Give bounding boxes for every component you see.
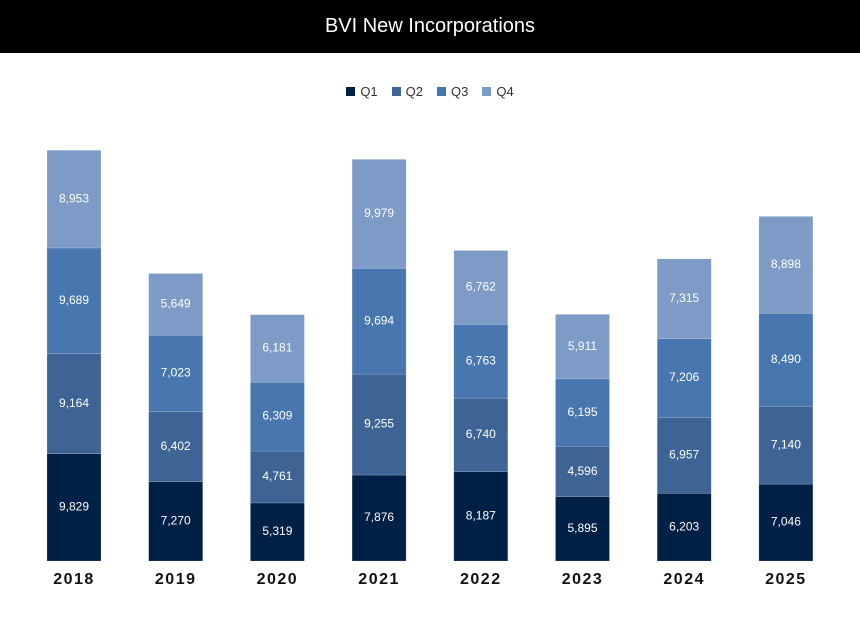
legend: Q1 Q2 Q3 Q4	[0, 84, 860, 99]
data-label: 6,309	[262, 409, 292, 423]
bar-2025-q4	[758, 216, 814, 314]
bar-2022-q3	[453, 323, 509, 399]
legend-swatch	[391, 87, 401, 96]
legend-item-q2: Q2	[391, 84, 423, 99]
bar-2024-q2	[656, 417, 712, 494]
data-label: 6,203	[669, 519, 699, 533]
data-label: 9,164	[59, 396, 89, 410]
data-label: 7,206	[669, 370, 699, 384]
data-label: 7,046	[771, 515, 801, 529]
bar-group-2025: 7,046 7,140 8,490 8,898 2025	[758, 216, 814, 588]
bar-2024-q1	[656, 493, 712, 562]
legend-item-q3: Q3	[437, 84, 468, 99]
bar-2022-q1	[453, 471, 509, 562]
bar-2021-q1	[351, 474, 407, 562]
data-label: 6,763	[466, 353, 496, 367]
bar-2018-q2	[46, 353, 102, 455]
bar-2019-q2	[148, 411, 203, 482]
bar-group-2020: 5,319 4,761 6,309 6,181 2020	[250, 314, 305, 588]
data-label: 7,270	[161, 514, 191, 528]
x-tick-label: 2019	[155, 571, 197, 588]
x-tick-label: 2024	[663, 571, 705, 588]
legend-item-q4: Q4	[482, 84, 514, 99]
x-tick-label: 2023	[562, 571, 604, 588]
bar-2024-q4	[656, 258, 712, 340]
data-label: 9,689	[59, 293, 89, 307]
legend-label: Q4	[496, 84, 514, 99]
data-label: 7,315	[669, 291, 699, 305]
bar-2023-q3	[555, 378, 610, 447]
data-label: 6,740	[466, 427, 496, 441]
chart-title-bar: BVI New Incorporations	[0, 0, 860, 53]
data-label: 5,319	[262, 524, 292, 538]
data-label: 9,255	[364, 417, 394, 431]
bar-2020-q3	[250, 381, 305, 452]
bar-2021-q4	[351, 159, 407, 269]
bar-2019-q3	[148, 334, 203, 413]
data-label: 7,023	[161, 366, 191, 380]
bar-group-2019: 7,270 6,402 7,023 5,649 2019	[148, 273, 203, 588]
chart-title: BVI New Incorporations	[324, 15, 536, 37]
bar-group-2021: 7,876 9,255 9,694 9,979 2021	[351, 159, 407, 588]
bar-2021-q2	[351, 373, 407, 476]
x-tick-label: 2022	[460, 571, 502, 588]
bar-2022-q2	[453, 397, 509, 472]
data-label: 5,911	[568, 339, 597, 353]
data-label: 8,490	[771, 352, 801, 366]
bar-2018-q3	[46, 247, 102, 355]
data-label: 6,181	[262, 341, 292, 355]
bar-2020-q1	[250, 502, 305, 562]
bar-2023-q2	[555, 446, 610, 497]
legend-label: Q1	[360, 84, 378, 99]
bar-group-2018: 9,829 9,164 9,689 8,953 2018	[46, 149, 102, 588]
legend-label: Q2	[405, 84, 423, 99]
data-label: 8,898	[771, 257, 801, 271]
data-label: 9,694	[364, 313, 394, 327]
legend-label: Q3	[451, 84, 469, 99]
legend-swatch	[482, 87, 492, 96]
x-tick-label: 2018	[53, 571, 95, 588]
legend-item-q1: Q1	[346, 84, 378, 99]
data-label: 6,195	[567, 405, 597, 419]
bar-group-2022: 8,187 6,740 6,763 6,762 2022	[453, 250, 509, 588]
data-label: 9,829	[59, 500, 89, 514]
bar-2019-q1	[148, 481, 203, 562]
data-label: 5,649	[161, 296, 191, 310]
data-label: 6,957	[669, 448, 699, 462]
data-label: 5,895	[567, 521, 597, 535]
bar-group-2023: 5,895 4,596 6,195 5,911 2023	[555, 314, 610, 588]
bar-2022-q4	[453, 250, 509, 325]
bar-2020-q4	[250, 314, 305, 383]
x-tick-label: 2021	[358, 571, 400, 588]
bar-2023-q4	[555, 314, 610, 380]
bar-2020-q2	[250, 450, 305, 504]
bar-2018-q1	[46, 453, 102, 562]
data-label: 8,953	[59, 191, 89, 205]
data-label: 8,187	[466, 508, 496, 522]
bar-group-2024: 6,203 6,957 7,206 7,315 2024	[656, 258, 712, 588]
x-tick-label: 2020	[257, 571, 299, 588]
bar-2024-q3	[656, 338, 712, 418]
data-label: 4,761	[262, 469, 292, 483]
bar-2019-q4	[148, 273, 203, 336]
data-label: 7,140	[771, 437, 801, 451]
data-label: 6,762	[466, 280, 496, 294]
data-label: 7,876	[364, 510, 394, 524]
legend-swatch	[437, 87, 446, 96]
x-tick-label: 2025	[765, 571, 807, 588]
bar-2018-q4	[46, 149, 102, 249]
legend-swatch	[346, 87, 356, 96]
bar-2025-q3	[758, 313, 814, 407]
data-label: 6,402	[161, 439, 191, 453]
bar-2021-q3	[351, 267, 407, 375]
data-label: 9,979	[364, 206, 394, 220]
data-label: 4,596	[567, 464, 597, 478]
